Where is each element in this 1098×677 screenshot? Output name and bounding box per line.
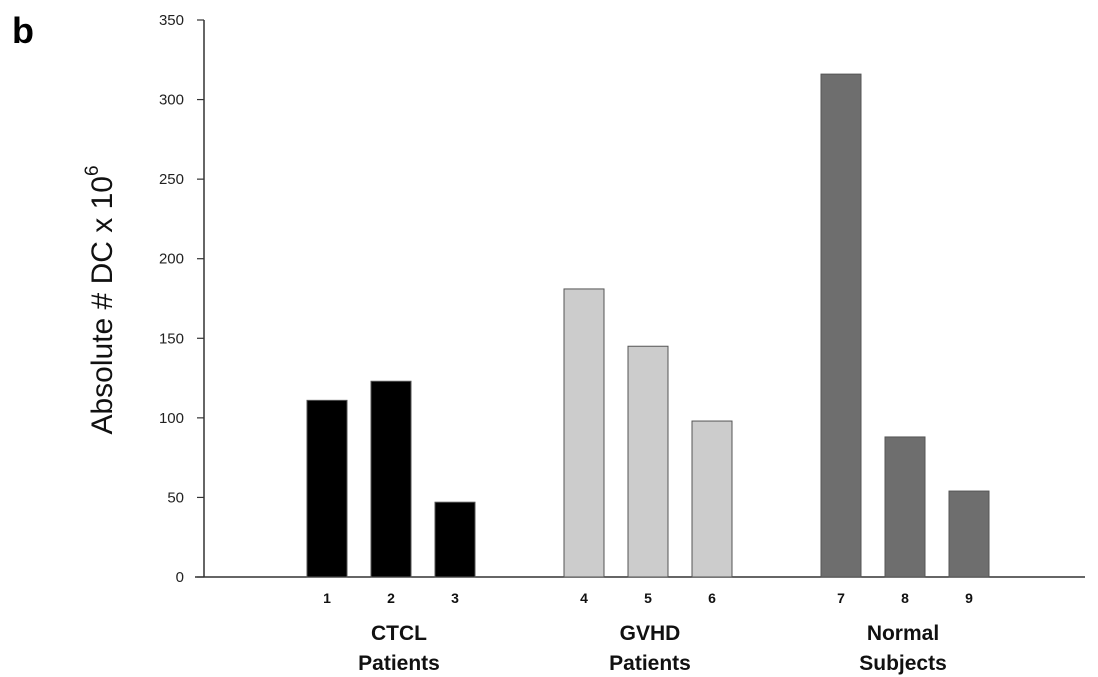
group-label-line2: Patients xyxy=(358,652,440,675)
y-tick-label: 250 xyxy=(159,171,184,188)
x-category-label: 2 xyxy=(387,590,395,606)
y-tick-label: 0 xyxy=(176,569,184,586)
y-tick-label: 350 xyxy=(159,12,184,29)
x-category-label: 4 xyxy=(580,590,588,606)
panel-label: b xyxy=(12,10,34,51)
bar-9 xyxy=(948,490,990,578)
group-label-line1: CTCL xyxy=(371,622,427,645)
y-axis-label-text: Absolute # DC x 10 xyxy=(86,176,119,434)
bars xyxy=(306,73,990,578)
bar-8 xyxy=(884,436,926,578)
group-label-line1: GVHD xyxy=(620,622,681,645)
group-label-line1: Normal xyxy=(867,622,939,645)
x-category-label: 7 xyxy=(837,590,845,606)
bar-3 xyxy=(434,501,476,578)
bar-2 xyxy=(370,380,412,578)
bar-6 xyxy=(691,420,733,578)
x-category-labels: 1 2 3 4 5 6 7 8 9 xyxy=(323,590,973,606)
y-axis-label-superscript: 6 xyxy=(82,165,103,176)
y-tick-label: 200 xyxy=(159,251,184,268)
y-tick-label: 150 xyxy=(159,330,184,347)
group-label-line2: Subjects xyxy=(859,652,947,675)
bar-7 xyxy=(820,73,862,578)
x-category-label: 6 xyxy=(708,590,716,606)
group-label-line2: Patients xyxy=(609,652,691,675)
x-category-label: 1 xyxy=(323,590,331,606)
y-tick-label: 50 xyxy=(167,489,184,506)
bar-1 xyxy=(306,399,348,578)
bar-5 xyxy=(627,345,669,578)
y-tick-label: 300 xyxy=(159,92,184,109)
x-category-label: 9 xyxy=(965,590,973,606)
x-category-label: 3 xyxy=(451,590,459,606)
y-ticks: 0 50 100 150 200 250 300 350 xyxy=(159,12,204,586)
bar-4 xyxy=(563,288,605,578)
x-category-label: 8 xyxy=(901,590,909,606)
x-category-label: 5 xyxy=(644,590,652,606)
group-labels: CTCL Patients GVHD Patients Normal Subjects xyxy=(358,622,947,675)
y-tick-label: 100 xyxy=(159,410,184,427)
y-axis-label: Absolute # DC x 106 xyxy=(82,165,119,434)
